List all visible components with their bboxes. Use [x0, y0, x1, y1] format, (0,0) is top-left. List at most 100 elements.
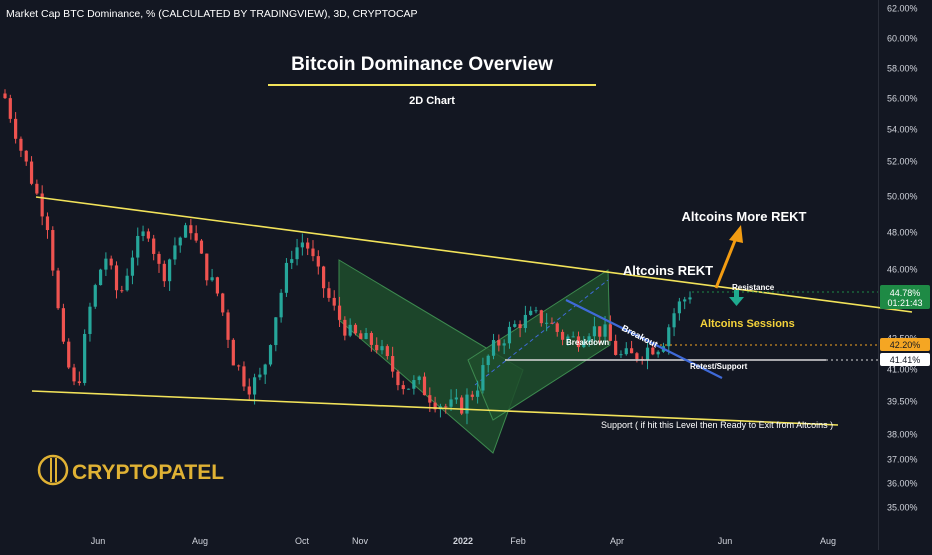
candle-body — [614, 340, 618, 355]
resistance-trendline[interactable] — [35, 196, 913, 313]
candle-body — [470, 394, 474, 397]
candle-body — [215, 277, 220, 294]
current-price-value: 44.78% — [890, 288, 921, 298]
candle-body — [56, 270, 60, 309]
candle-body — [619, 354, 623, 356]
candle-body — [460, 397, 464, 414]
candle-body — [24, 150, 28, 162]
candle-body — [566, 336, 570, 340]
candlestick-series — [3, 89, 692, 425]
breakout-trendline[interactable] — [565, 299, 723, 379]
candle-body — [120, 290, 124, 292]
candle-body — [104, 258, 108, 270]
candle-body — [560, 331, 565, 340]
retest-support-label: Retest/Support — [690, 362, 748, 371]
price-tick-label: 36.00% — [887, 479, 918, 489]
candle-body — [672, 313, 676, 328]
candle-body — [316, 256, 320, 267]
candle-body — [635, 353, 639, 360]
candle-body — [109, 258, 113, 266]
candle-body — [247, 386, 251, 395]
candle-body — [391, 356, 395, 372]
support-trendline[interactable] — [31, 390, 839, 426]
candle-body — [401, 385, 405, 390]
candle-body — [205, 253, 209, 281]
candle-body — [576, 336, 581, 348]
candle-body — [189, 225, 193, 234]
candle-body — [311, 248, 315, 257]
candle-body — [592, 326, 597, 337]
level-b-value: 41.41% — [890, 355, 921, 365]
candle-body — [290, 259, 294, 263]
candle-body — [157, 253, 161, 264]
symbol-header: Market Cap BTC Dominance, % (CALCULATED … — [6, 8, 418, 20]
candle-body — [306, 242, 310, 249]
candle-body — [226, 312, 230, 340]
brand-logo-icon — [37, 454, 69, 486]
candle-body — [173, 245, 177, 260]
candle-body — [98, 269, 103, 286]
altcoins-rekt-label: Altcoins REKT — [623, 263, 713, 278]
current-price-tag[interactable]: 44.78% 01:21:43 — [880, 285, 930, 309]
bar-countdown: 01:21:43 — [887, 298, 922, 308]
candle-body — [300, 242, 304, 248]
candle-body — [502, 343, 506, 346]
candle-body — [332, 297, 336, 306]
candle-body — [406, 388, 411, 390]
price-axis[interactable]: 62.00% 60.00% 58.00% 56.00% 54.00% 52.00% 50.0… — [887, 4, 918, 513]
page-title: Bitcoin Dominance Overview — [291, 54, 553, 75]
candle-body — [348, 324, 352, 336]
candle-body — [194, 233, 198, 241]
time-tick-label: Oct — [295, 536, 310, 546]
candle-body — [178, 237, 182, 246]
candle-body — [337, 305, 342, 320]
price-tick-label: 56.00% — [887, 94, 918, 104]
time-axis[interactable]: Jun Aug Oct Nov 2022 Feb Apr Jun Aug — [91, 536, 836, 546]
price-tick-label: 48.00% — [887, 228, 918, 238]
candle-body — [667, 327, 671, 347]
candle-body — [168, 259, 172, 282]
arrow-down-shaft — [734, 290, 739, 298]
candle-body — [322, 266, 326, 289]
candle-body — [88, 306, 92, 334]
candle-body — [72, 367, 76, 382]
candle-body — [385, 346, 389, 357]
candle-body — [587, 336, 591, 343]
candle-body — [417, 376, 421, 381]
candle-body — [242, 366, 246, 387]
price-tick-label: 54.00% — [887, 125, 918, 135]
time-tick-label: Aug — [192, 536, 208, 546]
candle-body — [539, 310, 543, 324]
candle-body — [40, 193, 44, 217]
candle-body — [231, 339, 235, 366]
candle-body — [14, 118, 18, 139]
altcoins-sessions-label: Altcoins Sessions — [700, 318, 795, 330]
candle-body — [51, 230, 55, 271]
descending-channel — [338, 259, 524, 454]
candle-body — [125, 275, 129, 291]
candle-body — [237, 365, 241, 367]
candle-body — [550, 322, 554, 324]
arrow-up-shaft — [714, 237, 738, 289]
candle-body — [677, 301, 681, 314]
candle-body — [152, 238, 156, 254]
candle-body — [295, 247, 299, 260]
candle-body — [67, 341, 71, 368]
level-a-price-tag[interactable]: 42.20% — [880, 338, 930, 351]
candle-body — [183, 225, 188, 238]
candle-body — [93, 285, 97, 307]
candle-body — [523, 314, 527, 329]
candle-body — [491, 340, 496, 356]
candle-body — [375, 344, 379, 351]
candle-body — [624, 348, 628, 355]
candle-body — [29, 161, 34, 184]
candle-body — [608, 324, 612, 341]
candle-body — [274, 317, 278, 346]
candle-body — [210, 277, 214, 281]
altcoins-more-rekt-label: Altcoins More REKT — [682, 209, 807, 224]
level-b-price-tag[interactable]: 41.41% — [880, 353, 930, 366]
price-tick-label: 46.00% — [887, 265, 918, 275]
candle-body — [449, 399, 453, 407]
